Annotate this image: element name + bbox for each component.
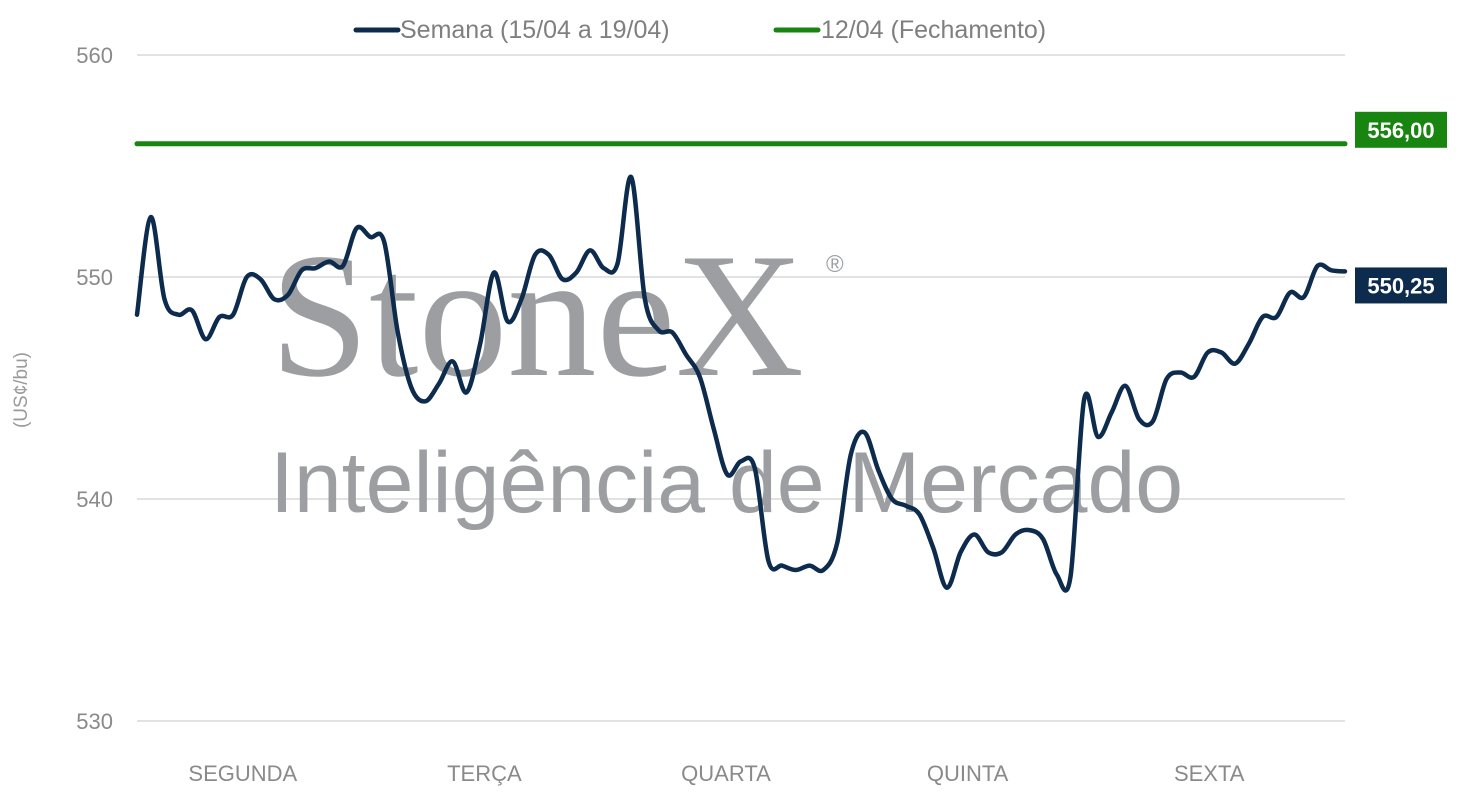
series-lines xyxy=(134,141,1348,593)
y-axis: 530 540 550 560 xyxy=(76,43,113,734)
end-label-box-semana xyxy=(1355,267,1447,304)
legend: Semana (15/04 a 19/04) 12/04 (Fechamento) xyxy=(353,16,1046,44)
legend-label-semana: Semana (15/04 a 19/04) xyxy=(400,16,670,44)
x-tick-label: SEXTA xyxy=(1174,761,1245,786)
x-tick-label: TERÇA xyxy=(447,761,522,786)
y-tick-label: 560 xyxy=(76,43,113,68)
x-axis: SEGUNDA TERÇA QUARTA QUINTA SEXTA xyxy=(188,761,1244,786)
legend-label-fechamento: 12/04 (Fechamento) xyxy=(821,16,1046,44)
series-line-semana xyxy=(134,174,1348,593)
y-tick-label: 540 xyxy=(76,487,113,512)
x-tick-label: SEGUNDA xyxy=(188,761,297,786)
watermark-registered-mark: ® xyxy=(826,251,844,278)
end-labels: 556,00 550,25 xyxy=(1355,111,1447,304)
watermark-brand: StoneX xyxy=(270,216,804,414)
end-label-semana: 550,25 xyxy=(1367,273,1434,298)
watermark-tagline: Inteligência de Mercado xyxy=(270,435,1183,531)
x-tick-label: QUINTA xyxy=(927,761,1009,786)
gridlines xyxy=(137,54,1345,722)
x-tick-label: QUARTA xyxy=(681,761,771,786)
end-label-fechamento: 556,00 xyxy=(1367,118,1434,143)
end-label-box-fechamento xyxy=(1355,111,1447,148)
watermark: StoneX ® Inteligência de Mercado xyxy=(270,216,1183,531)
y-tick-label: 530 xyxy=(76,709,113,734)
y-tick-label: 550 xyxy=(76,265,113,290)
y-axis-label: (US¢/bu) xyxy=(11,352,32,428)
